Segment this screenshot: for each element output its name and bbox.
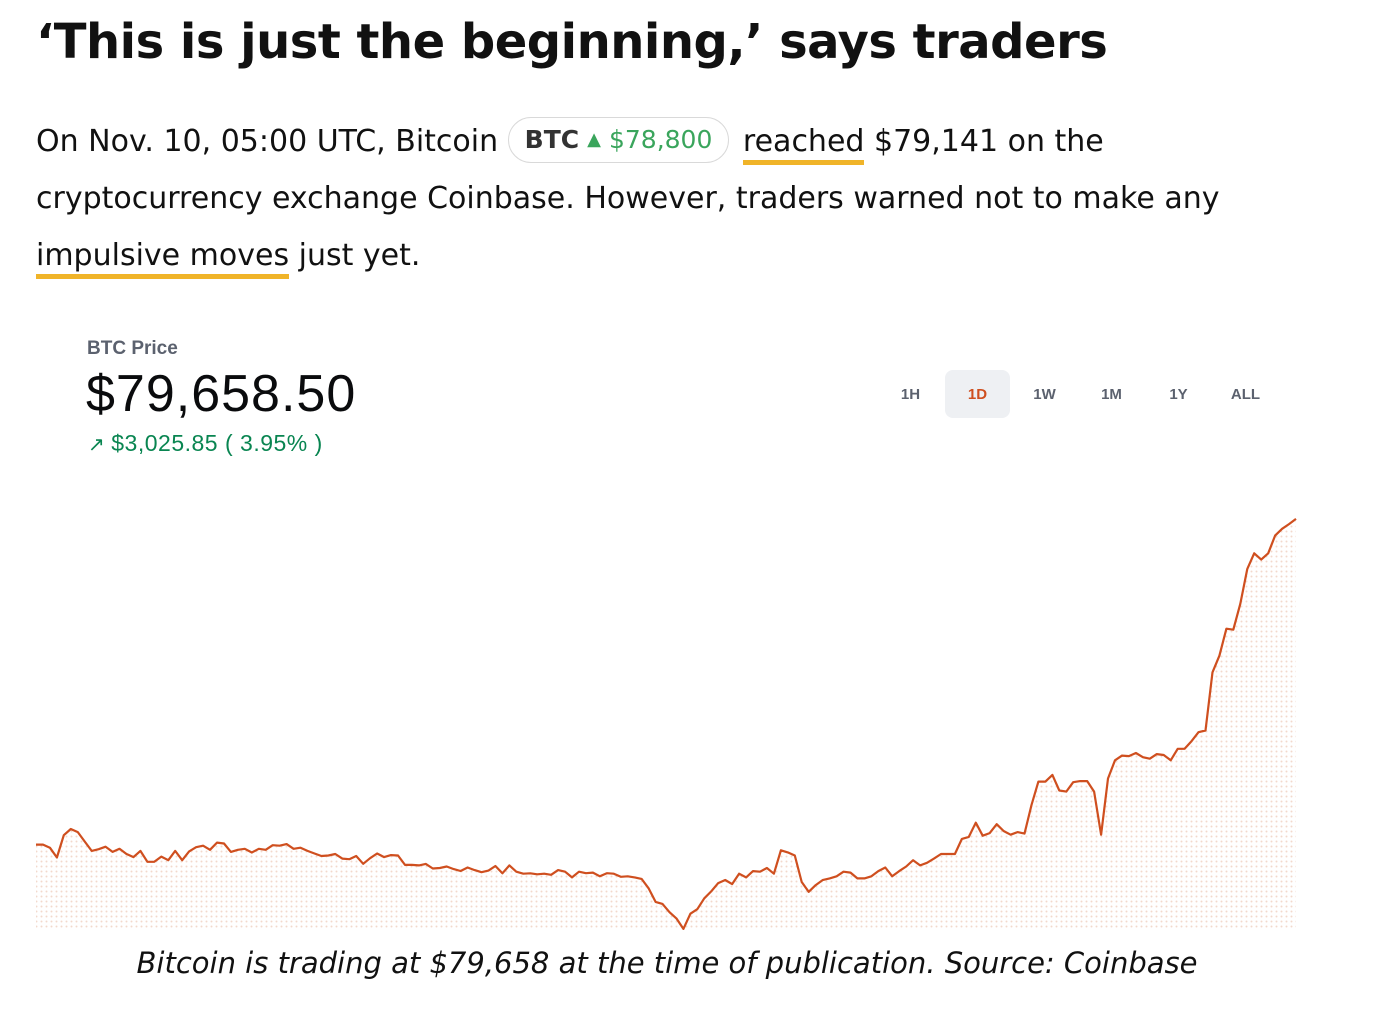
up-triangle-icon: ▲ [587,128,601,150]
range-1w-button[interactable]: 1W [1033,385,1056,403]
range-1d-button[interactable]: 1D [945,370,1010,418]
range-all-button[interactable]: ALL [1230,385,1261,403]
article-paragraph: On Nov. 10, 05:00 UTC, Bitcoin BTC ▲ $78… [36,113,1356,284]
time-range-selector: 1H 1D 1W 1M 1Y ALL [878,370,1278,418]
price-change-value: $3,025.85 ( 3.95% ) [111,430,323,456]
chart-area-fill [36,518,1296,930]
ticker-price: $78,800 [608,124,713,154]
article-headline: ‘This is just the beginning,’ says trade… [36,14,1108,70]
range-1h-button[interactable]: 1H [900,385,921,403]
btc-price-chart [36,518,1297,930]
btc-current-price: $79,658.50 [86,365,357,423]
paragraph-text: cryptocurrency exchange Coinbase. Howeve… [36,181,1220,216]
btc-ticker-chip[interactable]: BTC ▲ $78,800 [507,116,730,163]
paragraph-text: $79,141 on the [864,124,1104,159]
chart-price-line [36,518,1297,930]
impulsive-moves-link[interactable]: impulsive moves [36,238,290,279]
paragraph-text: On Nov. 10, 05:00 UTC, Bitcoin [36,124,499,159]
range-1m-button[interactable]: 1M [1101,385,1122,403]
btc-price-label: BTC Price [87,338,178,359]
paragraph-text: just yet. [289,238,421,273]
reached-link[interactable]: reached [742,124,865,165]
btc-price-change: ↗ $3,025.85 ( 3.95% ) [88,430,323,457]
image-caption: Bitcoin is trading at $79,658 at the tim… [136,946,1198,980]
trend-up-arrow-icon: ↗ [88,434,106,456]
ticker-symbol: BTC [524,124,580,154]
range-1y-button[interactable]: 1Y [1169,385,1188,403]
btc-price-widget: BTC Price $79,658.50 ↗ $3,025.85 ( 3.95% … [0,330,1384,930]
